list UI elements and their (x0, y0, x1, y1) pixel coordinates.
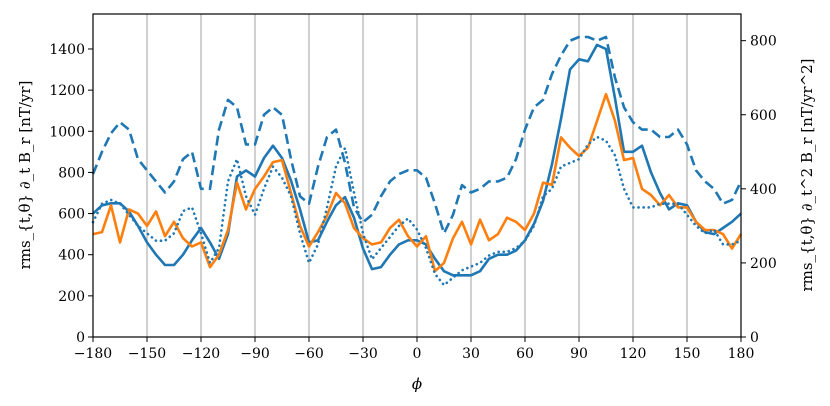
right-y-tick-label: 200 (750, 256, 777, 272)
left-y-tick-label: 600 (58, 207, 85, 223)
left-y-tick-label: 400 (58, 248, 85, 264)
x-tick-label: −150 (128, 346, 166, 362)
left-y-tick-label: 800 (58, 165, 85, 181)
x-tick-label: −60 (294, 346, 324, 362)
x-tick-label: 120 (620, 346, 647, 362)
series-layer (91, 35, 743, 287)
axis-ticks: −180 −150 −120 −90 −60 −30 0 30 60 90 120 150 180020… (49, 34, 776, 362)
x-tick-label: 90 (570, 346, 588, 362)
x-tick-label: 60 (516, 346, 534, 362)
left-y-tick-label: 1200 (49, 83, 85, 99)
right-y-tick-label: 800 (750, 34, 777, 50)
x-axis-label: ϕ (412, 375, 422, 393)
x-tick-label: −30 (348, 346, 378, 362)
right-y-tick-label: 0 (750, 330, 759, 346)
right-y-axis-label: rms_{t,θ} ∂_t^2 B_r [nT/yr^2] (798, 58, 816, 291)
left-y-tick-label: 1400 (49, 42, 85, 58)
x-tick-label: −180 (74, 346, 112, 362)
right-y-tick-label: 600 (750, 108, 777, 124)
series-line-solid-left (92, 92, 743, 273)
x-tick-label: 0 (413, 346, 422, 362)
x-tick-label: 150 (674, 346, 701, 362)
series-line-dashed-right (91, 35, 743, 235)
left-y-tick-label: 1000 (49, 124, 85, 140)
left-y-tick-label: 200 (58, 289, 85, 305)
left-y-tick-label: 0 (76, 330, 85, 346)
series-line-dotted-right (91, 135, 743, 287)
x-tick-label: −120 (182, 346, 220, 362)
series-line-solid-left (92, 43, 742, 277)
x-tick-label: 180 (728, 346, 755, 362)
vertical-grid (146, 14, 688, 337)
x-tick-label: −90 (240, 346, 270, 362)
left-y-axis-label: rms_{t,θ} ∂_t B_r [nT/yr] (16, 81, 34, 270)
right-y-tick-label: 400 (750, 182, 777, 198)
x-tick-label: 30 (462, 346, 480, 362)
